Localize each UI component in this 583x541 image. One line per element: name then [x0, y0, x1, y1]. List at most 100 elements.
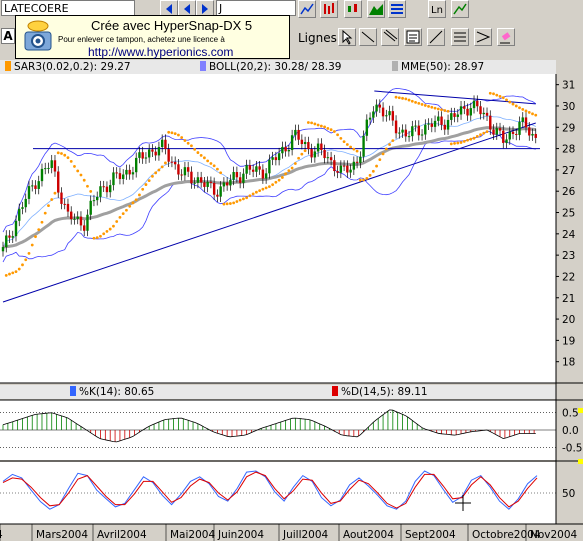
candle-body [437, 116, 440, 121]
candle-body [511, 131, 515, 134]
sar-dot [271, 183, 275, 187]
y-tick-label: 26 [562, 186, 576, 198]
candle-body [209, 181, 213, 183]
candle-body [420, 134, 424, 136]
candle-body [24, 198, 27, 208]
sar-dot [443, 109, 447, 112]
sar-dot [89, 190, 93, 193]
sar-dot [73, 165, 76, 168]
candle-body [505, 139, 508, 143]
sar-dot [219, 171, 223, 175]
sar-dot [235, 200, 239, 203]
sar-dot [199, 153, 203, 157]
mme-line [2, 126, 536, 249]
sar-dot [475, 134, 479, 138]
sar-dot [277, 178, 281, 182]
sar-dot [323, 125, 326, 129]
x-tick-label: Juin2004 [217, 529, 264, 541]
candle-body [433, 120, 437, 127]
stamp-title: Crée avec HyperSnap-DX 5 [91, 18, 253, 33]
sar-dot [160, 165, 164, 169]
candle-body [524, 117, 528, 128]
candle-body [333, 160, 336, 172]
candle-body [57, 171, 60, 193]
price-panel-bg [0, 74, 556, 383]
sar-dot [342, 140, 346, 144]
price-legend-bar: SAR3(0.02,0.2): 29.27 BOLL(20,2): 30.28/… [0, 60, 556, 74]
candle-body [199, 177, 203, 183]
candle-body [515, 133, 518, 135]
bar-chart-button[interactable] [320, 0, 338, 18]
cursor-crosshair-icon [455, 495, 471, 511]
fibonacci-tool-button[interactable] [427, 28, 445, 46]
sar-dot [177, 133, 180, 137]
candle-body [190, 171, 193, 184]
text-tool-button[interactable] [404, 28, 422, 46]
sar-dot [417, 102, 421, 105]
font-button[interactable]: A [1, 28, 15, 44]
candle-body [66, 203, 70, 212]
candle-body [83, 225, 86, 231]
horizontal-lines-tool-button[interactable] [451, 28, 469, 46]
sar-dot [511, 102, 515, 106]
sar-legend: SAR3(0.02,0.2): 29.27 [5, 60, 131, 74]
channel-tool-button[interactable] [474, 28, 492, 46]
stoch-tick-label: 50 [562, 488, 575, 500]
sar-dot [47, 204, 50, 207]
candle-body [73, 218, 76, 220]
candle-body [479, 106, 482, 115]
candle-chart-button[interactable] [344, 0, 362, 18]
sar-dot [524, 109, 528, 113]
sar-dot [446, 109, 450, 113]
x-tick-label: Juill2004 [282, 529, 329, 541]
parallel-tool-button[interactable] [381, 28, 399, 46]
sar-dot [134, 198, 138, 202]
sar-dot [381, 152, 385, 156]
lines-label: Lignes [298, 31, 337, 45]
candle-body [495, 128, 498, 135]
candle-body [472, 100, 476, 109]
sar-dot [21, 263, 24, 267]
mountain-chart-button[interactable] [367, 0, 385, 18]
candle-body [53, 160, 57, 172]
sar-dot [319, 124, 323, 128]
play-forward-button[interactable] [196, 0, 214, 18]
d-legend: %D(14,5): 89.11 [332, 385, 428, 399]
candle-body [284, 146, 287, 152]
candle-body [102, 186, 105, 188]
candle-body [401, 129, 404, 133]
sar-dot [43, 211, 47, 215]
candle-body [109, 185, 112, 193]
candle-body [531, 133, 534, 136]
sar-dot [241, 197, 245, 201]
sar-dot [76, 169, 80, 173]
trendline [2, 122, 536, 303]
symbol-select[interactable]: LATECOERE [1, 0, 135, 16]
sar-dot [482, 131, 486, 135]
sar-dot [358, 178, 362, 182]
sar-dot [297, 156, 301, 160]
volume-chart-button[interactable] [388, 0, 406, 18]
period-select[interactable]: J [216, 0, 296, 16]
candle-body [482, 112, 485, 115]
sar-legend-text: SAR3(0.02,0.2): 29.27 [14, 61, 131, 73]
compare-button[interactable] [451, 0, 469, 18]
candle-body [362, 135, 365, 157]
candle-body [307, 142, 310, 150]
sar-dot [326, 126, 330, 130]
candle-body [476, 100, 479, 107]
candle-body [115, 172, 118, 174]
osc-marker [578, 408, 583, 413]
eraser-tool-button[interactable] [497, 28, 515, 46]
sar-dot [157, 168, 161, 172]
log-scale-button[interactable]: Ln [428, 0, 446, 18]
candle-body [112, 172, 115, 186]
cursor-tool-button[interactable] [338, 28, 356, 46]
candle-body [326, 157, 330, 159]
sar-dot [147, 179, 151, 182]
line-chart-button[interactable] [298, 0, 316, 18]
line-tool-button[interactable] [359, 28, 377, 46]
candle-body [463, 106, 466, 109]
sar-dot [186, 141, 190, 145]
